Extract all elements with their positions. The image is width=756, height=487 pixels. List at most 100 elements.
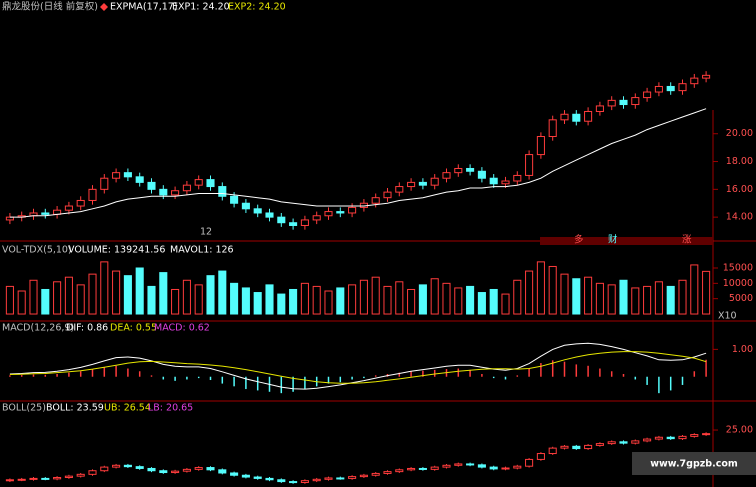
candle-body bbox=[253, 208, 262, 214]
candle-body bbox=[430, 177, 439, 186]
candle-body bbox=[29, 477, 38, 480]
volume-bar bbox=[454, 287, 463, 315]
candle-body bbox=[348, 476, 357, 479]
candle-body bbox=[536, 453, 545, 460]
candle-body bbox=[336, 477, 345, 480]
candle-body bbox=[348, 206, 357, 214]
volume-bar bbox=[289, 288, 298, 315]
candle-body bbox=[371, 197, 380, 204]
volume-bar bbox=[336, 287, 345, 315]
volume-bar bbox=[536, 261, 545, 315]
indicator-value: BOLL: 23.59 bbox=[46, 403, 104, 414]
candle-body bbox=[607, 99, 616, 107]
volume-bar bbox=[123, 275, 132, 315]
candle-body bbox=[407, 467, 416, 471]
marks: 14.00 16.00 18.00 20.00 5000 10000 15000 1.00 25… bbox=[5, 71, 753, 484]
candle-body bbox=[300, 219, 309, 226]
candle-body bbox=[159, 188, 168, 196]
candle-body bbox=[336, 211, 345, 214]
volume-bar bbox=[324, 290, 333, 315]
indicator-value: UB: 26.54 bbox=[104, 403, 151, 414]
volume-bar bbox=[64, 276, 73, 315]
candle-body bbox=[489, 466, 498, 470]
indicator-label: BOLL(25) bbox=[2, 403, 46, 414]
candle-body bbox=[643, 438, 652, 442]
candle-body bbox=[525, 458, 534, 467]
candle-body bbox=[383, 471, 392, 474]
volume-bar bbox=[88, 273, 97, 315]
volume-bar bbox=[159, 272, 168, 315]
y-tick-label: 5000 bbox=[729, 293, 753, 304]
candle-body bbox=[277, 216, 286, 224]
volume-bar bbox=[702, 270, 711, 315]
candle-body bbox=[41, 477, 50, 480]
volume-bar bbox=[607, 284, 616, 315]
unit-label: X10 bbox=[718, 311, 737, 322]
candle-body bbox=[466, 167, 475, 172]
indicator-value: EXP1: 24.20 bbox=[172, 2, 230, 13]
candle-body bbox=[147, 467, 156, 472]
volume-bar bbox=[241, 287, 250, 315]
volume-bar bbox=[53, 281, 62, 315]
indicator-label: VOL-TDX(5,10) bbox=[2, 245, 72, 256]
candle-body bbox=[666, 85, 675, 92]
candle-body bbox=[112, 172, 121, 179]
candle-body bbox=[289, 481, 298, 484]
candle-body bbox=[135, 176, 144, 183]
candle-body bbox=[171, 190, 180, 196]
candle-body bbox=[123, 464, 132, 468]
volume-bar bbox=[147, 285, 156, 315]
candle-body bbox=[501, 180, 510, 185]
candle-body bbox=[536, 136, 545, 156]
candle-body bbox=[359, 474, 368, 478]
candle-body bbox=[572, 113, 581, 122]
candle-body bbox=[206, 467, 215, 471]
candle-body bbox=[631, 440, 640, 444]
candle-body bbox=[619, 99, 628, 106]
volume-bar bbox=[135, 267, 144, 315]
candle-body bbox=[560, 113, 569, 121]
candle-body bbox=[324, 211, 333, 217]
candle-body bbox=[654, 85, 663, 93]
candle-body bbox=[300, 480, 309, 483]
indicator-line bbox=[9, 342, 707, 390]
volume-bar bbox=[29, 279, 38, 315]
volume-bar bbox=[619, 279, 628, 315]
indicator-value: VOLUME: 139241.56 bbox=[68, 245, 165, 256]
candle-body bbox=[407, 181, 416, 188]
volume-bar bbox=[312, 285, 321, 315]
candle-body bbox=[76, 473, 85, 477]
candle-body bbox=[395, 186, 404, 193]
candle-body bbox=[654, 436, 663, 440]
volume-bar bbox=[253, 292, 262, 315]
candle-body bbox=[442, 172, 451, 179]
candle-body bbox=[548, 447, 557, 455]
candle-body bbox=[230, 195, 239, 204]
candle-body bbox=[182, 468, 191, 472]
candle-body bbox=[112, 464, 121, 468]
candle-body bbox=[584, 444, 593, 450]
y-tick-label: 1.00 bbox=[732, 344, 753, 355]
volume-bar bbox=[17, 290, 26, 315]
volume-bar bbox=[654, 281, 663, 315]
candle-body bbox=[418, 467, 427, 470]
candle-body bbox=[324, 477, 333, 480]
volume-bar bbox=[477, 292, 486, 315]
volume-bar bbox=[442, 282, 451, 315]
volume-bar bbox=[666, 285, 675, 315]
volume-bar bbox=[525, 270, 534, 315]
chart-title: 鼎龙股份(日线 前复权) bbox=[2, 1, 98, 13]
volume-bar bbox=[5, 285, 14, 315]
candle-body bbox=[466, 463, 475, 466]
candle-body bbox=[88, 188, 97, 201]
candle-body bbox=[501, 467, 510, 470]
candle-body bbox=[477, 464, 486, 468]
volume-bar bbox=[548, 265, 557, 315]
volume-bar bbox=[218, 270, 227, 315]
candle-body bbox=[690, 77, 699, 85]
volume-bar bbox=[265, 284, 274, 315]
candle-body bbox=[666, 436, 675, 440]
volume-bar bbox=[171, 288, 180, 315]
candle-body bbox=[619, 441, 628, 444]
volume-bar bbox=[182, 279, 191, 315]
